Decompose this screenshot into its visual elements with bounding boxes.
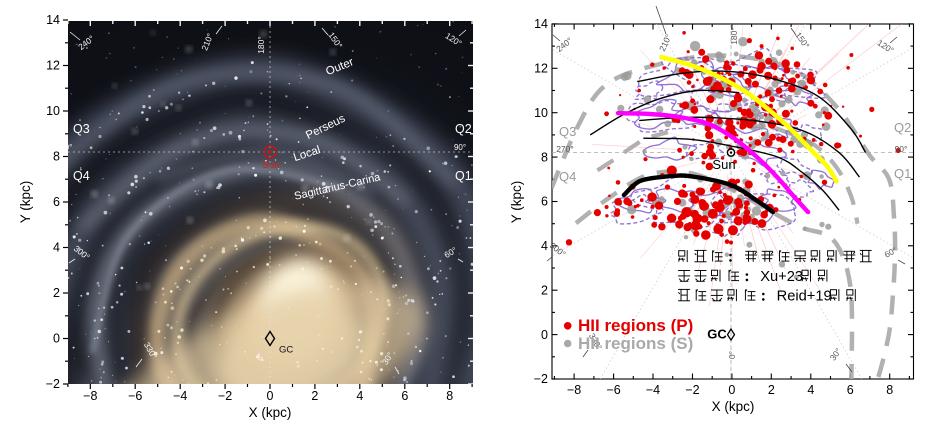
svg-text:HII regions (P): HII regions (P) — [578, 316, 693, 335]
svg-text:Y (kpc): Y (kpc) — [509, 181, 524, 224]
svg-text:12: 12 — [534, 62, 548, 76]
svg-text:4: 4 — [356, 389, 363, 403]
svg-text:14: 14 — [46, 13, 60, 27]
svg-text:Q2: Q2 — [894, 120, 911, 135]
svg-text:−6: −6 — [128, 389, 142, 403]
svg-text:2: 2 — [311, 389, 318, 403]
svg-text:−4: −4 — [173, 389, 187, 403]
svg-text:180°: 180° — [729, 27, 739, 45]
svg-text:10: 10 — [46, 104, 60, 118]
svg-text:0: 0 — [728, 383, 735, 397]
svg-text:0°: 0° — [727, 351, 737, 359]
svg-text:Q4: Q4 — [559, 169, 576, 184]
svg-text:270°: 270° — [56, 143, 73, 152]
svg-text:Q2: Q2 — [455, 122, 472, 136]
svg-text:0°: 0° — [256, 353, 265, 360]
svg-text:6: 6 — [53, 195, 60, 209]
svg-text:−4: −4 — [646, 383, 660, 397]
svg-text:6: 6 — [541, 195, 548, 209]
svg-text:0: 0 — [267, 389, 274, 403]
svg-text:14: 14 — [534, 17, 548, 31]
svg-text:−6: −6 — [606, 383, 620, 397]
svg-text:Xu+23: Xu+23 — [760, 269, 803, 285]
svg-text:180°: 180° — [256, 36, 266, 54]
svg-text:270°: 270° — [556, 144, 574, 154]
svg-text:8: 8 — [541, 150, 548, 164]
svg-text:−2: −2 — [685, 383, 699, 397]
svg-text:Q1: Q1 — [894, 166, 911, 181]
svg-text:0: 0 — [53, 332, 60, 346]
svg-text:−2: −2 — [218, 389, 232, 403]
svg-text:0: 0 — [541, 328, 548, 342]
svg-text:4: 4 — [807, 383, 814, 397]
svg-text:6: 6 — [401, 389, 408, 403]
svg-text:6: 6 — [847, 383, 854, 397]
svg-text:GC: GC — [707, 327, 727, 342]
svg-text:Q4: Q4 — [73, 169, 90, 183]
svg-text:X (kpc): X (kpc) — [712, 399, 755, 414]
svg-text:Q3: Q3 — [559, 124, 576, 139]
svg-text:2: 2 — [53, 286, 60, 300]
svg-text:Q3: Q3 — [73, 122, 90, 136]
svg-text:90°: 90° — [895, 144, 908, 154]
svg-text:4: 4 — [541, 239, 548, 253]
svg-text:10: 10 — [534, 106, 548, 120]
svg-text:8: 8 — [886, 383, 893, 397]
svg-text:HII regions (S): HII regions (S) — [578, 334, 693, 353]
svg-text:−2: −2 — [534, 372, 548, 386]
svg-text:−8: −8 — [567, 383, 581, 397]
svg-text:GC: GC — [279, 345, 293, 356]
svg-text:Y (kpc): Y (kpc) — [18, 181, 33, 224]
svg-text:90°: 90° — [454, 143, 466, 152]
svg-text:4: 4 — [53, 241, 60, 255]
svg-text:Sun: Sun — [712, 157, 735, 172]
svg-text:Sun: Sun — [262, 160, 280, 171]
svg-text:−2: −2 — [46, 377, 60, 391]
svg-text:2: 2 — [768, 383, 775, 397]
svg-text:X (kpc): X (kpc) — [249, 405, 292, 420]
svg-text:2: 2 — [541, 283, 548, 297]
svg-text:12: 12 — [46, 59, 60, 73]
svg-text:−8: −8 — [83, 389, 97, 403]
svg-text:Q1: Q1 — [455, 169, 472, 183]
svg-text:8: 8 — [53, 150, 60, 164]
svg-text:8: 8 — [446, 389, 453, 403]
svg-text:Reid+19: Reid+19 — [777, 289, 832, 305]
